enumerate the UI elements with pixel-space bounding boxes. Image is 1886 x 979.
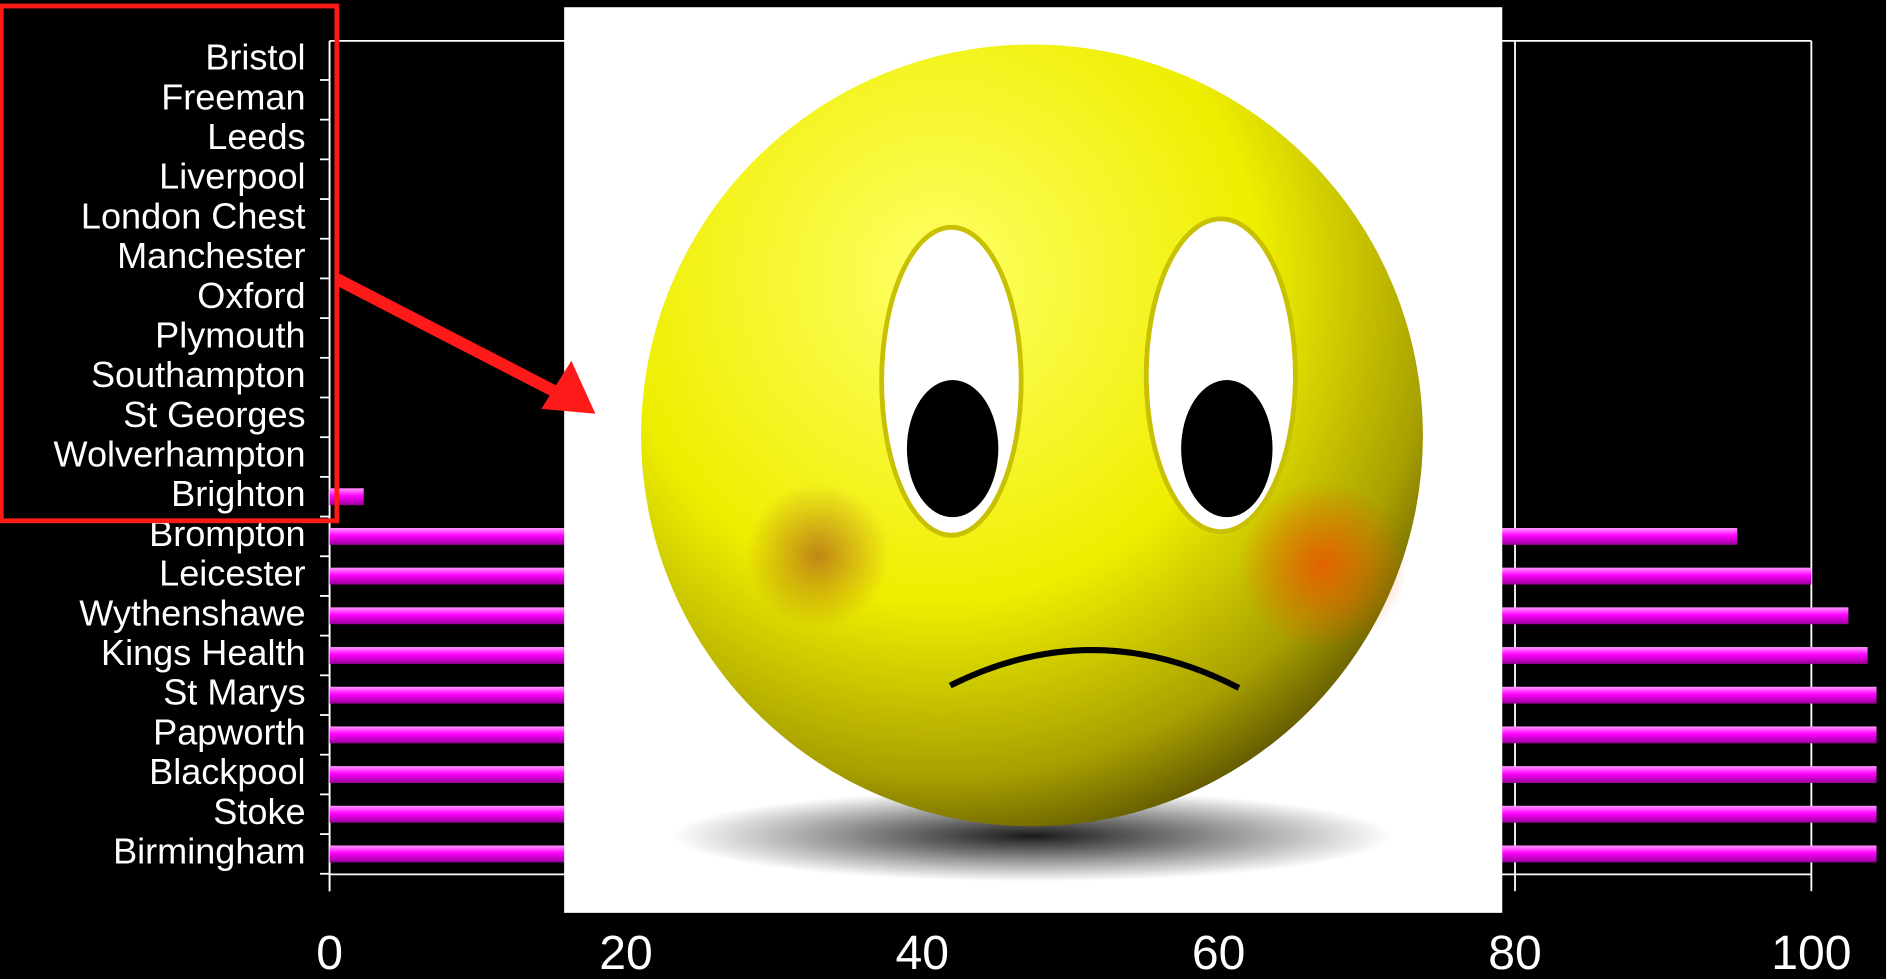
y-tick-label: Brighton: [171, 473, 305, 514]
y-tick-label: London Chest: [81, 195, 306, 236]
pupil: [906, 380, 999, 518]
highlight-box: [0, 3, 340, 524]
arrow-head: [541, 360, 596, 414]
y-tick-label: Oxford: [197, 275, 305, 316]
x-tick-label: 100: [1771, 926, 1851, 979]
y-tick-label: Bristol: [205, 37, 305, 78]
y-tick-label: Freeman: [161, 76, 305, 117]
y-tick-label: Leicester: [159, 553, 305, 594]
y-tick-label: St Marys: [163, 672, 305, 713]
face: [641, 44, 1423, 827]
y-tick-label: Southampton: [91, 354, 306, 395]
y-tick-label: Birmingham: [113, 830, 305, 871]
y-tick-label: Leeds: [207, 116, 305, 157]
y-tick-label: St Georges: [123, 394, 305, 435]
pupil: [1181, 380, 1273, 518]
x-tick-label: 40: [896, 926, 950, 979]
y-tick-label: Kings Health: [101, 632, 306, 673]
y-tick-label: Stoke: [213, 791, 305, 832]
x-tick-label: 0: [316, 926, 343, 979]
x-tick-label: 20: [599, 926, 653, 979]
x-tick-label: 80: [1488, 926, 1542, 979]
blush: [745, 483, 891, 628]
y-tick-label: Papworth: [153, 711, 305, 752]
blush: [1238, 481, 1408, 650]
arrow: [334, 273, 569, 403]
y-tick-label: Blackpool: [149, 751, 305, 792]
y-tick-label: Liverpool: [159, 156, 305, 197]
y-tick-label: Wythenshawe: [79, 592, 305, 633]
face-shadow: [671, 790, 1393, 882]
y-tick-label: Plymouth: [155, 314, 305, 355]
x-tick-label: 60: [1192, 926, 1246, 979]
emoji-overlay: [564, 7, 1503, 913]
y-tick-label: Wolverhampton: [54, 434, 306, 475]
mouth: [948, 647, 1241, 691]
y-tick-label: Manchester: [117, 235, 306, 276]
